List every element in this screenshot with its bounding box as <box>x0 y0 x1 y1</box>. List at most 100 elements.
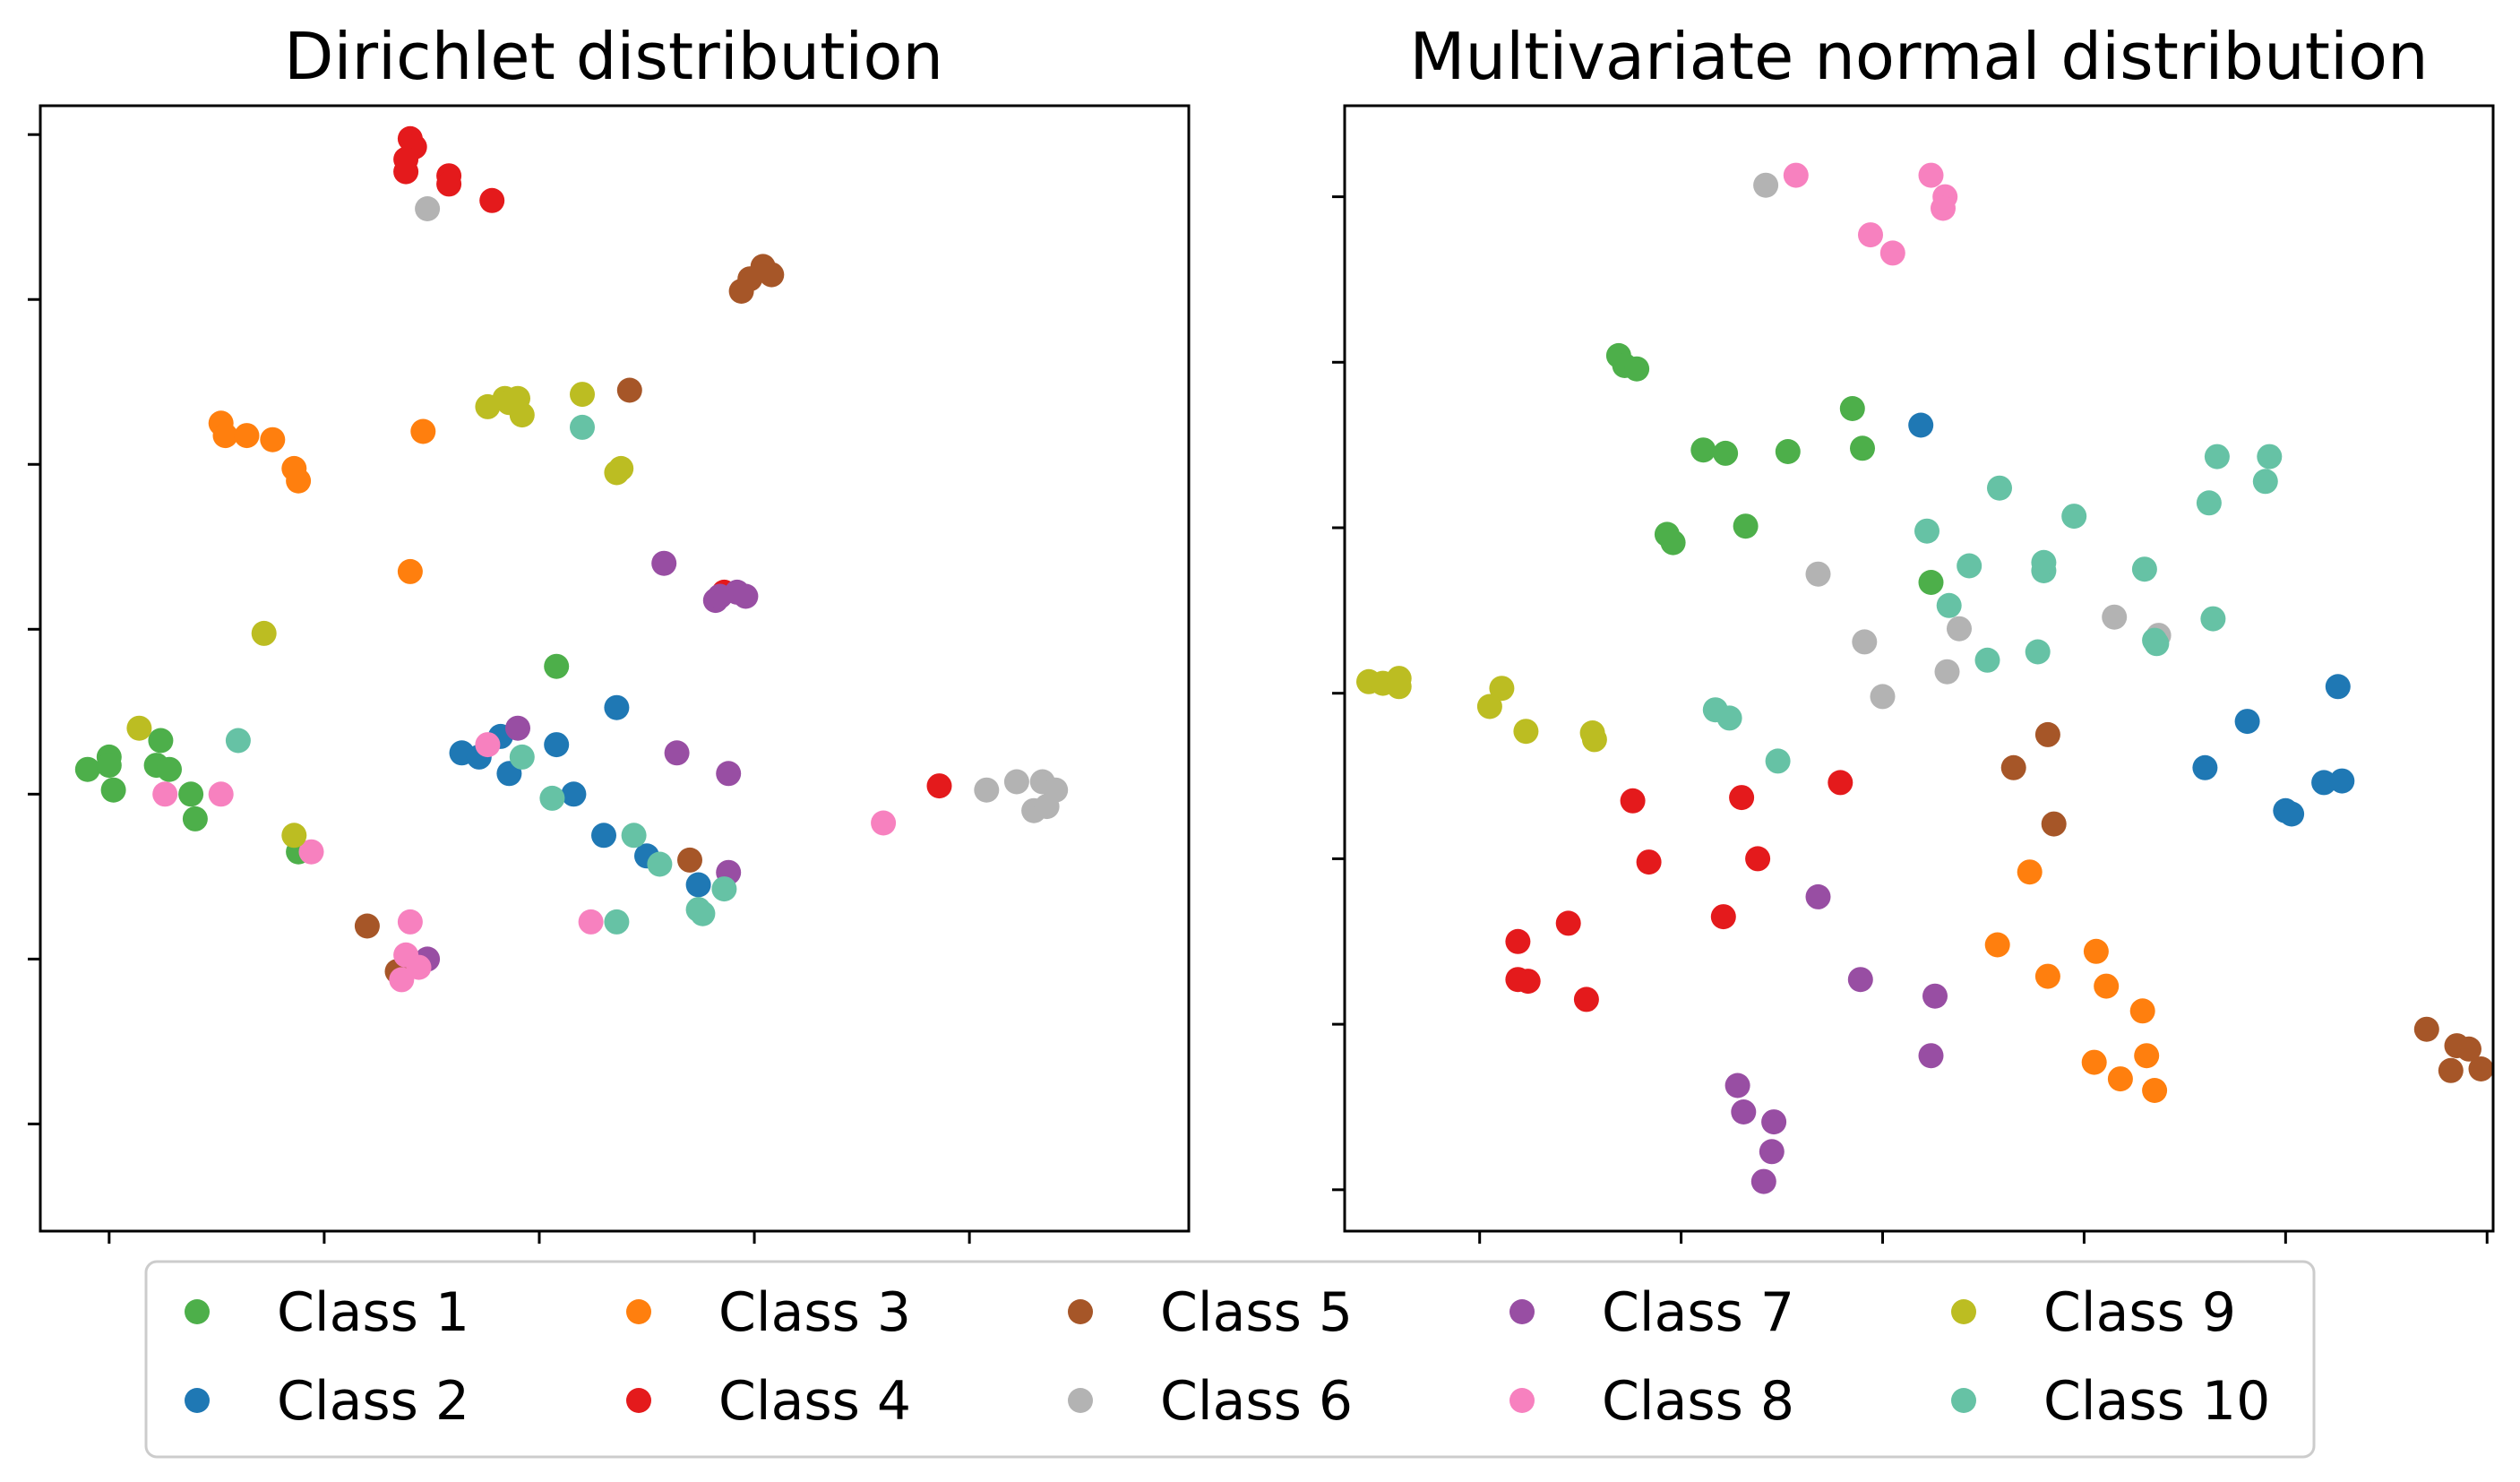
dirichlet-panel: Dirichlet distribution <box>28 19 1191 1244</box>
class-9-point <box>570 382 595 408</box>
class-3-point <box>286 468 312 494</box>
legend-frame <box>144 1260 2316 1459</box>
class-4-point <box>393 159 419 185</box>
class-9-point <box>496 390 522 416</box>
class-8-point <box>1858 222 1883 248</box>
class-3-point <box>260 427 286 452</box>
mvn-ticks <box>1332 195 2489 1244</box>
class-8-point <box>578 909 604 935</box>
class-9-point <box>126 715 152 741</box>
class-8-point <box>208 781 234 807</box>
class-4-point <box>1573 987 1599 1012</box>
class-10-point <box>2252 469 2278 495</box>
legend-entry-class-4: Class 4 <box>626 1370 911 1433</box>
class-6-point <box>1034 794 1060 820</box>
legend-label: Class 7 <box>1602 1281 1794 1344</box>
class-1-point <box>544 653 570 679</box>
class-6-point <box>415 196 441 221</box>
class-7-point <box>1724 1073 1750 1099</box>
class-6-point <box>1003 769 1029 795</box>
class-10-point <box>1957 553 1982 579</box>
class-10-point <box>539 785 565 811</box>
class-5-point <box>2000 754 2026 780</box>
class-2-point <box>561 781 587 807</box>
class-4-point <box>1555 910 1581 936</box>
class-10-point <box>711 876 737 902</box>
class-10-point <box>2196 490 2222 516</box>
class-4-point <box>1515 969 1541 995</box>
class-3-point <box>2142 1078 2168 1103</box>
class-5-point <box>2041 811 2067 837</box>
class-2-point <box>2311 770 2337 796</box>
legend-entry-class-2: Class 2 <box>185 1370 469 1433</box>
class-3-point <box>2107 1066 2133 1092</box>
class-8-point <box>1918 162 1944 188</box>
class-7-point <box>651 550 677 576</box>
class-7-point <box>1805 883 1831 909</box>
class-8-point <box>406 954 432 980</box>
class-6-point <box>2102 604 2128 630</box>
legend-entry-class-9: Class 9 <box>1951 1281 2236 1344</box>
class-7-point <box>1759 1139 1785 1165</box>
mvn-title: Multivariate normal distribution <box>1409 19 2428 94</box>
class-1-point <box>100 777 126 803</box>
class-4-point <box>436 171 462 197</box>
legend-label: Class 1 <box>277 1281 469 1344</box>
class-3-point <box>2129 998 2155 1024</box>
mvn-points <box>1356 162 2494 1194</box>
class-2-point <box>685 872 711 898</box>
legend: Class 1 Class 2 Class 3 Class 4 Class 5 Class… <box>144 1260 2316 1459</box>
class-7-point <box>1731 1099 1757 1124</box>
class-1-point <box>1839 396 1865 421</box>
class-7-point <box>664 740 690 766</box>
class-7-point <box>716 761 742 787</box>
legend-marker <box>1068 1299 1093 1324</box>
class-5-point <box>2456 1036 2481 1062</box>
class-3-point <box>1984 932 2010 958</box>
class-7-point <box>733 583 759 609</box>
class-3-point <box>212 423 238 449</box>
legend-label: Class 3 <box>718 1281 911 1344</box>
class-5-point <box>616 377 642 403</box>
class-1-point <box>1690 437 1716 463</box>
class-3-point <box>2017 859 2043 885</box>
legend-marker <box>1951 1388 1976 1413</box>
class-8-point <box>298 839 324 865</box>
class-2-point <box>2279 801 2305 827</box>
class-8-point <box>1783 162 1809 188</box>
legend-entry-class-7: Class 7 <box>1509 1281 1794 1344</box>
legend-marker <box>185 1299 210 1324</box>
legend-marker <box>1951 1299 1976 1324</box>
legend-entry-class-6: Class 6 <box>1068 1370 1353 1433</box>
class-3-point <box>2094 973 2120 999</box>
legend-label: Class 4 <box>718 1370 911 1433</box>
class-1-point <box>74 756 100 782</box>
dirichlet-title: Dirichlet distribution <box>284 19 943 94</box>
class-9-point <box>1489 676 1515 702</box>
class-1-point <box>157 756 182 782</box>
legend-label: Class 5 <box>1160 1281 1353 1344</box>
class-7-point <box>1847 967 1873 993</box>
legend-items: Class 1 Class 2 Class 3 Class 4 Class 5 Class… <box>185 1281 2270 1433</box>
class-8-point <box>871 810 897 836</box>
legend-entry-class-5: Class 5 <box>1068 1281 1353 1344</box>
class-2-point <box>2192 754 2218 780</box>
class-1-point <box>148 728 174 754</box>
class-10-point <box>1765 748 1791 774</box>
class-8-point <box>1879 240 1905 266</box>
class-3-point <box>2081 1049 2107 1075</box>
class-5-point <box>2438 1057 2464 1083</box>
class-9-point <box>1386 666 1412 692</box>
legend-label: Class 9 <box>2043 1281 2236 1344</box>
class-6-point <box>1805 561 1831 587</box>
class-7-point <box>1750 1168 1776 1194</box>
class-2-point <box>604 694 630 720</box>
legend-label: Class 8 <box>1602 1370 1794 1433</box>
class-10-point <box>1974 647 2000 673</box>
class-4-point <box>1745 846 1771 872</box>
class-1-point <box>1660 530 1686 556</box>
class-8-point <box>1931 195 1956 221</box>
class-1-point <box>182 806 208 831</box>
class-7-point <box>505 715 530 741</box>
class-2-point <box>544 732 570 758</box>
